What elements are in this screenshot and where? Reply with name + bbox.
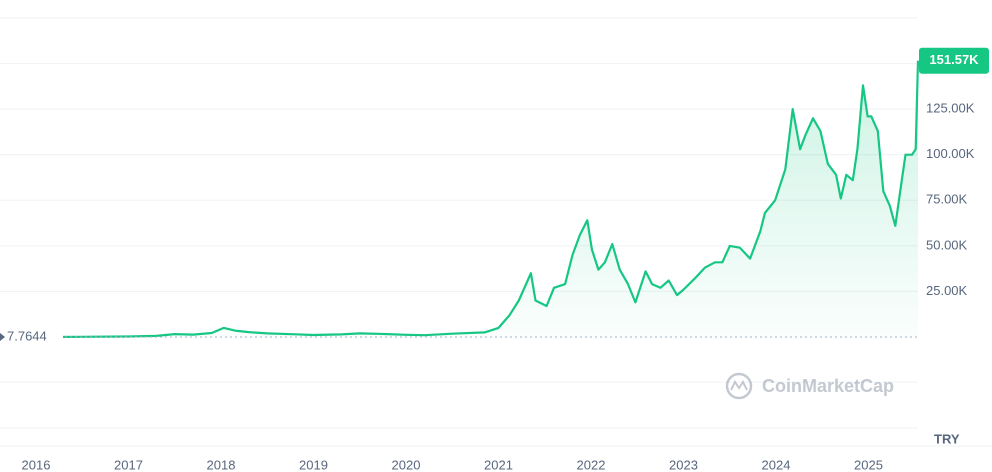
x-tick-label: 2021 [484, 457, 513, 472]
watermark-text: CoinMarketCap [762, 376, 894, 396]
current-price-box [919, 47, 989, 74]
price-line [56, 60, 920, 339]
start-price-bg [5, 327, 63, 346]
price-area [56, 60, 919, 337]
y-tick-label: 125.00K [926, 101, 975, 116]
x-tick-label: 2022 [577, 457, 606, 472]
watermark-logo [730, 380, 748, 391]
watermark: CoinMarketCap [725, 372, 894, 400]
x-tick-label: 2024 [762, 457, 791, 472]
x-tick-label: 2020 [392, 457, 421, 472]
y-tick-label: 75.00K [926, 192, 968, 207]
start-price-pointer [0, 332, 5, 341]
current-price-label: 151.57K [929, 52, 979, 67]
x-tick-label: 2018 [207, 457, 236, 472]
x-tick-label: 2017 [114, 457, 143, 472]
y-tick-label: 25.00K [926, 283, 968, 298]
x-tick-label: 2016 [22, 457, 51, 472]
start-price-label: 7.7644 [7, 328, 47, 343]
currency-label: TRY [934, 431, 960, 446]
current-price-badge: 151.57K [919, 47, 989, 74]
y-tick-label: 50.00K [926, 237, 968, 252]
watermark-logo [725, 372, 753, 400]
x-tick-label: 2025 [854, 457, 883, 472]
x-tick-label: 2019 [299, 457, 328, 472]
y-tick-label: 100.00K [926, 146, 975, 161]
x-tick-label: 2023 [669, 457, 698, 472]
